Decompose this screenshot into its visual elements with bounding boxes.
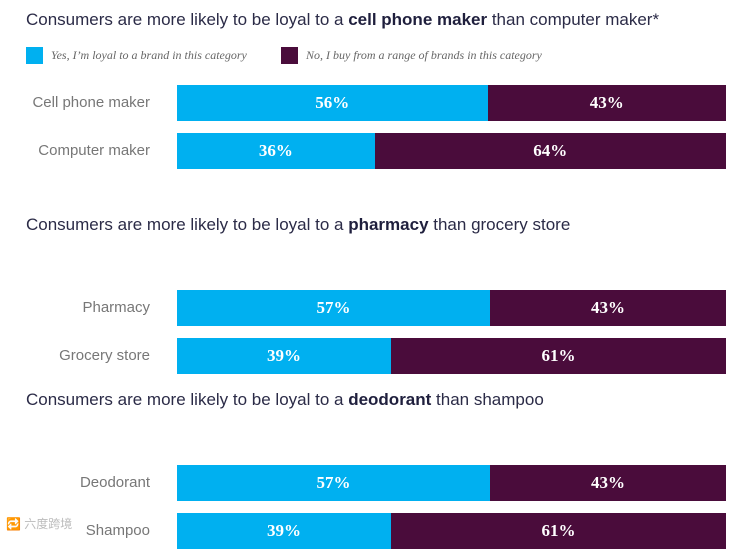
bar-segment-yes: 57% (177, 465, 490, 501)
chart-title-emphasis: pharmacy (348, 215, 429, 234)
chart-title-text: than grocery store (428, 215, 571, 234)
bar-segment-no: 43% (489, 465, 726, 501)
bar-segment-no: 64% (374, 133, 726, 169)
category-label: Grocery store (59, 347, 150, 364)
bar-segment-no: 43% (489, 290, 726, 326)
category-label: Cell phone maker (32, 94, 150, 111)
bar-segment-yes: 56% (177, 85, 488, 121)
legend-swatch-no (281, 47, 298, 64)
category-label: Shampoo (85, 522, 150, 539)
legend-item-no: No, I buy from a range of brands in this… (281, 47, 542, 64)
category-label: Deodorant (79, 474, 150, 491)
legend-item-yes: Yes, I’m loyal to a brand in this catego… (26, 47, 247, 64)
legend-label-no: No, I buy from a range of brands in this… (306, 48, 542, 62)
bar-segment-yes: 39% (177, 338, 392, 374)
chart-title-text: Consumers are more likely to be loyal to… (26, 390, 349, 409)
category-label: Pharmacy (82, 299, 150, 316)
bar-segment-no: 61% (391, 338, 726, 374)
chart-title-text: Consumers are more likely to be loyal to… (26, 215, 349, 234)
chart-title-1: Consumers are more likely to be loyal to… (26, 10, 659, 30)
category-label: Computer maker (38, 142, 150, 159)
chart-title-text: than shampoo (431, 390, 544, 409)
legend-label-yes: Yes, I’m loyal to a brand in this catego… (51, 48, 247, 62)
chart-title-3: Consumers are more likely to be loyal to… (26, 390, 544, 410)
bar-segment-yes: 39% (177, 513, 392, 549)
bar-segment-yes: 57% (177, 290, 490, 326)
chart-title-2: Consumers are more likely to be loyal to… (26, 215, 570, 235)
bar-segment-yes: 36% (177, 133, 375, 169)
watermark: 🔁 六度跨境 (6, 517, 73, 531)
chart-title-text: than computer maker* (487, 10, 660, 29)
legend-swatch-yes (26, 47, 43, 64)
chart-title-text: Consumers are more likely to be loyal to… (26, 10, 349, 29)
chart-title-emphasis: cell phone maker (348, 10, 488, 29)
bar-segment-no: 43% (487, 85, 726, 121)
chart-title-emphasis: deodorant (348, 390, 432, 409)
bar-segment-no: 61% (391, 513, 726, 549)
